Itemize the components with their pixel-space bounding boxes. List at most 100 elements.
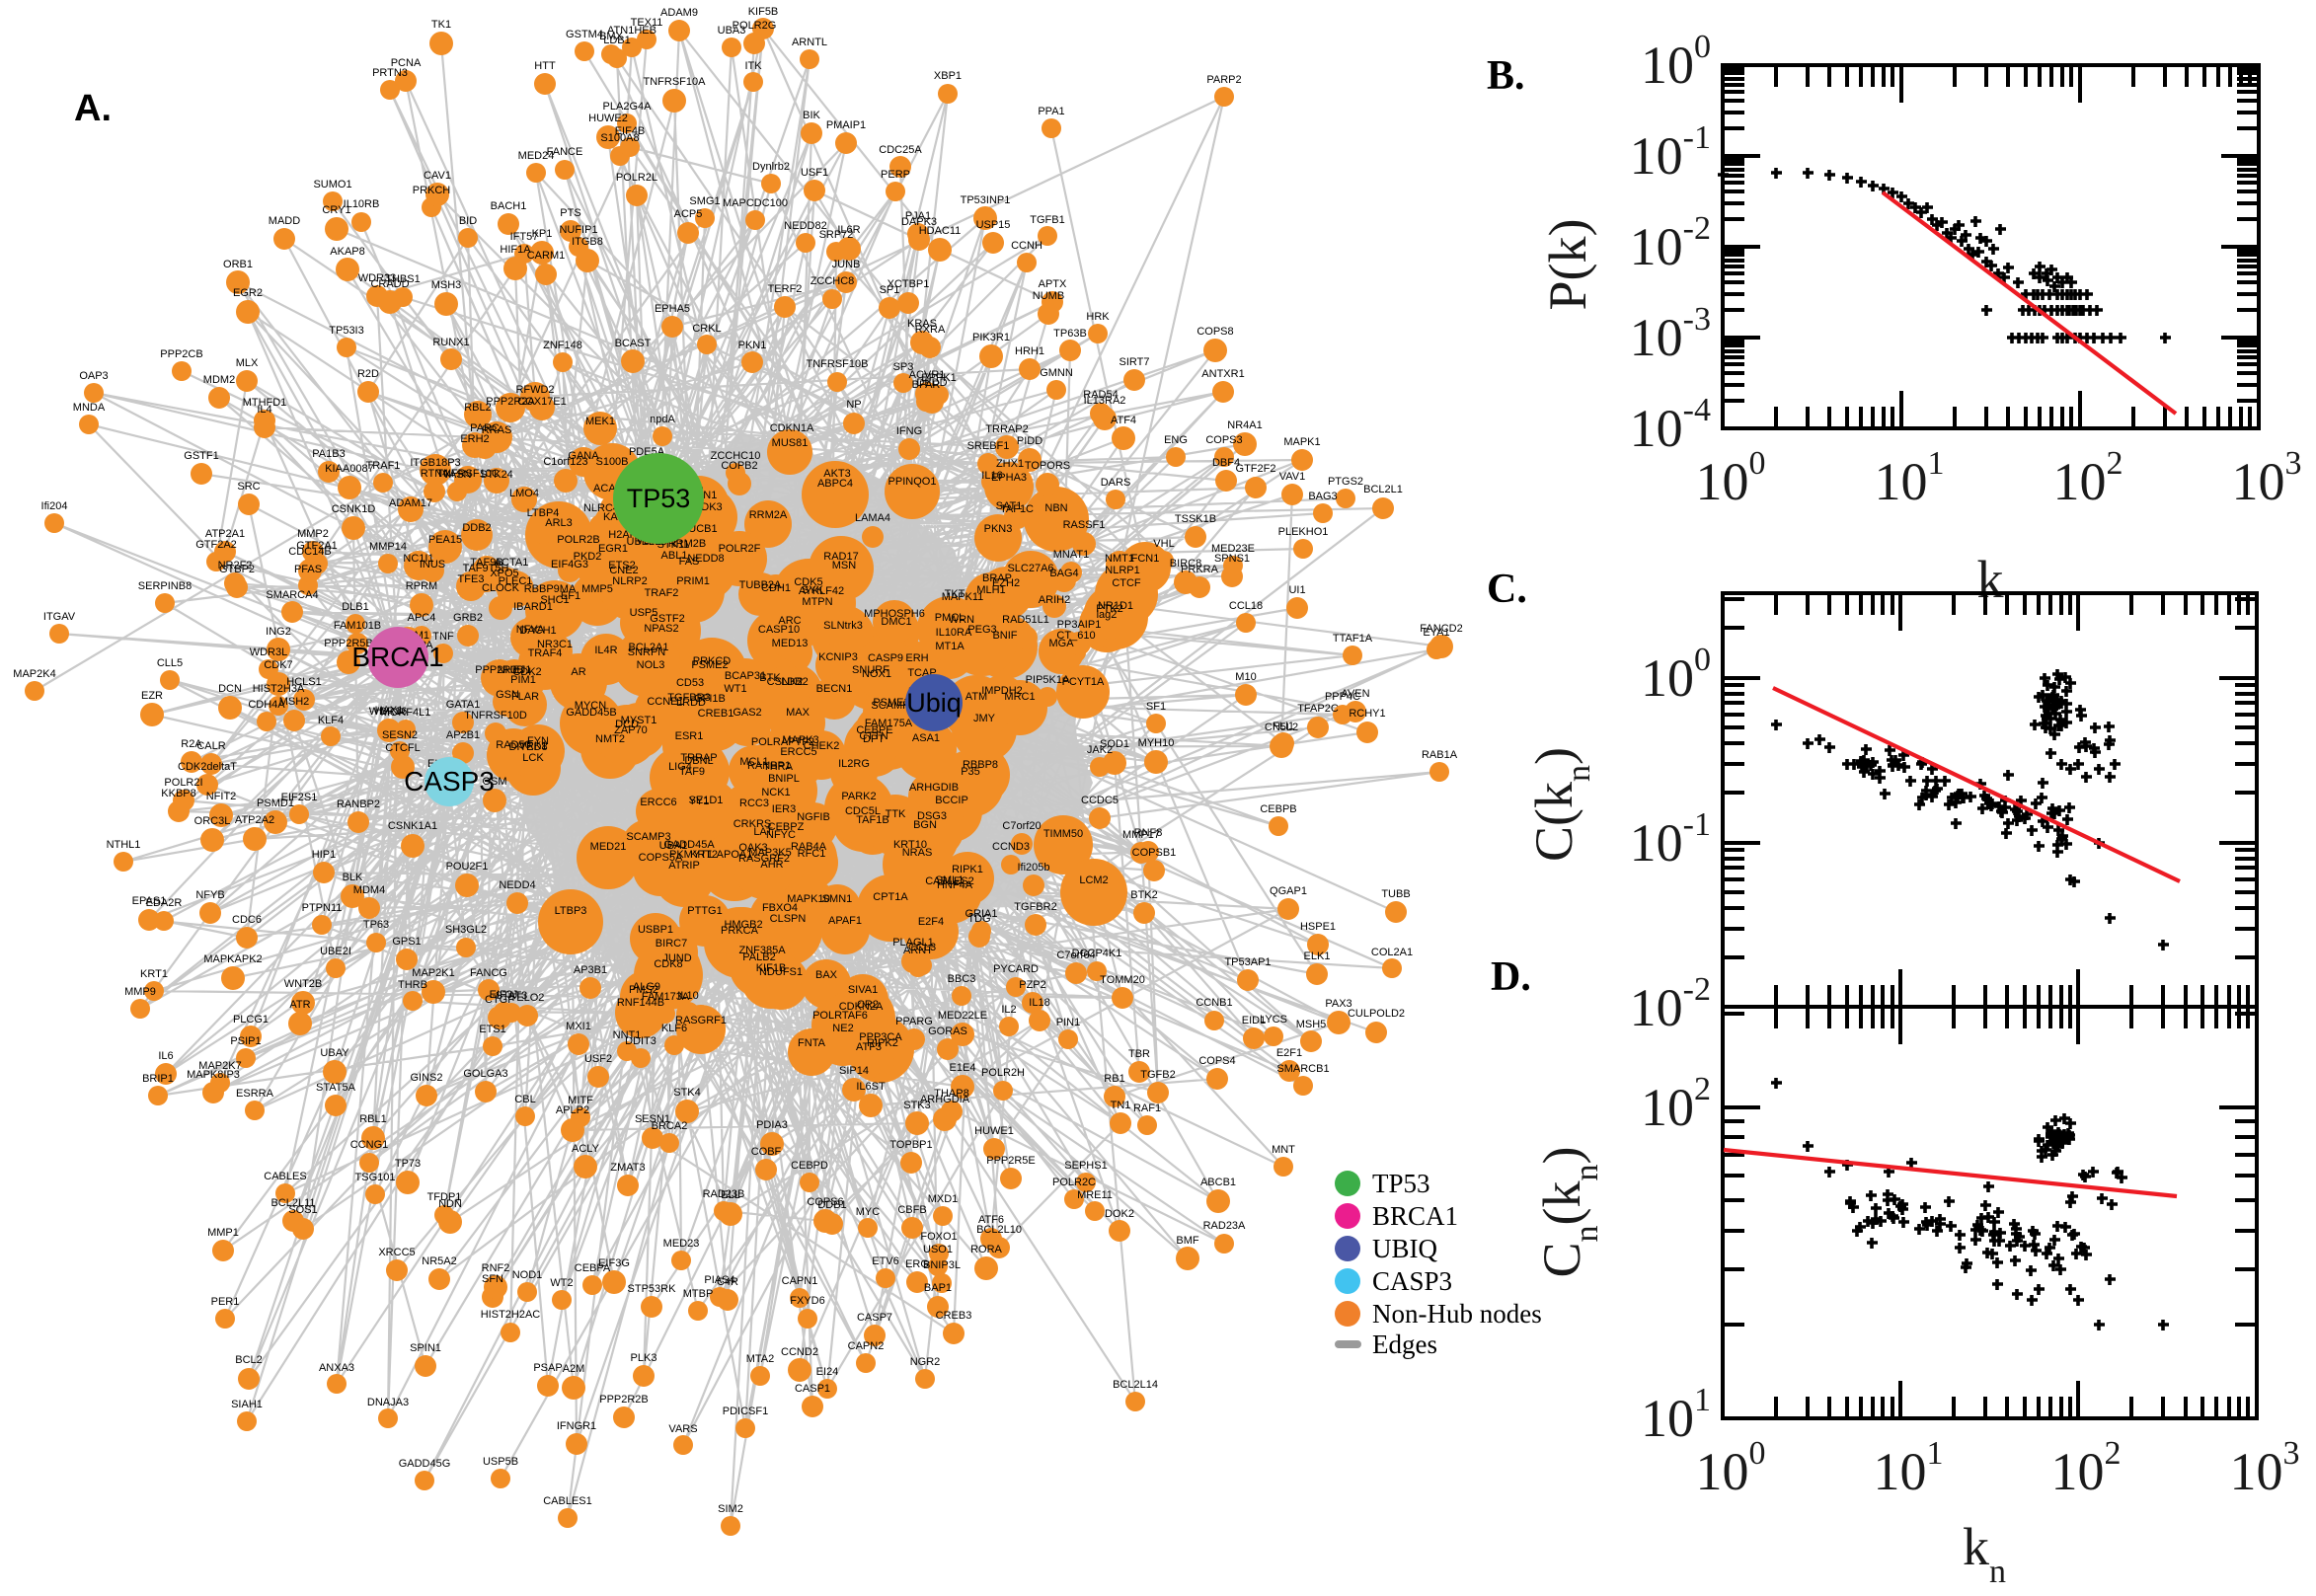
svg-text:ERCC6: ERCC6 <box>640 797 676 808</box>
svg-text:BNIP3L: BNIP3L <box>923 1259 961 1271</box>
svg-text:ZMAT3: ZMAT3 <box>610 1162 645 1174</box>
svg-text:ITGB8: ITGB8 <box>572 236 603 248</box>
svg-text:KCNIP3: KCNIP3 <box>818 651 858 663</box>
svg-text:RNF2: RNF2 <box>482 1262 510 1274</box>
svg-text:TSSK1B: TSSK1B <box>1175 513 1216 525</box>
svg-text:TTAF1A: TTAF1A <box>1333 633 1373 645</box>
svg-text:LDB2: LDB2 <box>781 676 809 688</box>
svg-text:PPA1: PPA1 <box>1038 106 1064 117</box>
svg-text:PSME2: PSME2 <box>691 659 728 671</box>
svg-text:MAPKAPK2: MAPKAPK2 <box>203 953 262 965</box>
svg-text:CDC6: CDC6 <box>232 914 262 926</box>
svg-text:PPINQO1: PPINQO1 <box>888 476 937 488</box>
svg-text:SCAMP1: SCAMP1 <box>871 700 915 712</box>
svg-text:GSTM4: GSTM4 <box>566 29 603 40</box>
svg-text:SREBF1: SREBF1 <box>967 440 1010 452</box>
svg-text:TKT: TKT <box>945 588 965 600</box>
svg-text:ATF6: ATF6 <box>978 1214 1004 1226</box>
svg-text:NFYA: NFYA <box>516 624 545 636</box>
svg-text:MNAT1: MNAT1 <box>1053 549 1089 561</box>
svg-text:NHEJ1: NHEJ1 <box>498 664 532 676</box>
svg-text:RPRM: RPRM <box>406 580 437 592</box>
svg-text:FCN1: FCN1 <box>1131 553 1160 565</box>
svg-text:ZAP70: ZAP70 <box>614 724 648 736</box>
svg-text:BRCA2: BRCA2 <box>652 1120 688 1132</box>
svg-text:MSH5: MSH5 <box>1296 1019 1327 1030</box>
svg-text:PP3AIP1: PP3AIP1 <box>1057 619 1102 631</box>
svg-text:BRAP: BRAP <box>982 572 1012 584</box>
svg-text:HMGB2: HMGB2 <box>724 919 762 931</box>
svg-text:RAD23A: RAD23A <box>1203 1220 1246 1232</box>
svg-text:BCL2L1: BCL2L1 <box>1363 484 1403 495</box>
svg-text:HIF1A: HIF1A <box>500 244 531 256</box>
svg-text:USP5B: USP5B <box>483 1456 518 1468</box>
svg-text:DCN: DCN <box>218 683 242 695</box>
svg-text:S100A8: S100A8 <box>600 132 639 144</box>
svg-text:HTT: HTT <box>534 60 556 72</box>
svg-text:NEDD8: NEDD8 <box>687 553 724 565</box>
svg-text:LCM2: LCM2 <box>1079 874 1108 886</box>
svg-text:DITED8: DITED8 <box>508 741 547 753</box>
svg-text:MLX: MLX <box>236 357 259 369</box>
svg-text:NR3C1: NR3C1 <box>537 639 573 650</box>
svg-text:CREB3: CREB3 <box>936 1310 972 1322</box>
svg-text:LRDD: LRDD <box>676 697 706 709</box>
svg-text:CASP3: CASP3 <box>1372 1266 1452 1296</box>
svg-text:FANCD2: FANCD2 <box>1420 623 1462 635</box>
svg-text:MT1A: MT1A <box>935 641 965 652</box>
svg-text:AP2B1: AP2B1 <box>446 729 480 741</box>
svg-text:SLC27A6: SLC27A6 <box>1007 563 1053 574</box>
svg-text:MTPN: MTPN <box>802 596 832 608</box>
svg-text:CREB1: CREB1 <box>698 708 734 720</box>
svg-text:SERPINB8: SERPINB8 <box>138 580 192 592</box>
svg-text:STAT3: STAT3 <box>496 990 528 1002</box>
svg-text:MGA: MGA <box>1048 638 1074 649</box>
svg-text:COBF: COBF <box>751 1146 782 1158</box>
svg-text:MYH10: MYH10 <box>1138 737 1175 749</box>
svg-text:COPS3: COPS3 <box>1205 434 1242 446</box>
svg-text:PSME3: PSME3 <box>873 697 909 709</box>
svg-text:CSNK1A1: CSNK1A1 <box>388 820 437 832</box>
svg-text:TNFRSF10D: TNFRSF10D <box>464 710 527 722</box>
svg-text:JAK2: JAK2 <box>1087 744 1113 756</box>
svg-text:RXRA: RXRA <box>915 324 946 336</box>
svg-text:AYKLF42: AYKLF42 <box>799 585 844 597</box>
svg-text:BCL2A1: BCL2A1 <box>629 642 669 653</box>
svg-text:TSG101: TSG101 <box>355 1172 396 1183</box>
svg-text:PPP2CB: PPP2CB <box>160 348 202 360</box>
svg-text:PLK3: PLK3 <box>631 1352 657 1364</box>
svg-text:GORAS: GORAS <box>928 1026 967 1037</box>
svg-text:MMP17: MMP17 <box>1122 829 1160 841</box>
svg-text:DBNL: DBNL <box>684 755 713 767</box>
svg-text:EZH2: EZH2 <box>992 577 1020 589</box>
svg-text:USP15: USP15 <box>976 219 1011 231</box>
svg-text:BIRC8: BIRC8 <box>1170 558 1201 570</box>
svg-text:PPARG: PPARG <box>895 1016 933 1027</box>
svg-text:TNFRSF10A: TNFRSF10A <box>644 76 707 88</box>
svg-text:LYCS: LYCS <box>1260 1014 1287 1026</box>
svg-text:TP63: TP63 <box>363 919 389 931</box>
svg-text:Ifi204: Ifi204 <box>41 500 68 512</box>
svg-text:PEG3: PEG3 <box>967 624 996 636</box>
svg-text:SE1D1: SE1D1 <box>689 795 724 806</box>
svg-text:CRADD: CRADD <box>370 278 409 290</box>
svg-text:NEDD82: NEDD82 <box>784 220 826 232</box>
svg-text:PIAS4: PIAS4 <box>704 1274 734 1286</box>
svg-text:MCL1: MCL1 <box>739 756 768 768</box>
svg-text:CD53: CD53 <box>676 677 704 689</box>
svg-text:IL4: IL4 <box>257 404 271 416</box>
svg-text:BAP1: BAP1 <box>924 1282 952 1294</box>
svg-text:IL10: IL10 <box>677 990 698 1002</box>
svg-text:PTTG1: PTTG1 <box>687 905 722 917</box>
svg-text:STK4: STK4 <box>673 1087 701 1099</box>
svg-text:M10: M10 <box>1235 671 1256 683</box>
svg-text:ASA1: ASA1 <box>912 732 940 744</box>
svg-text:BCL2: BCL2 <box>235 1354 263 1366</box>
svg-text:CTTN: CTTN <box>859 730 888 742</box>
svg-text:PTK2: PTK2 <box>1096 603 1123 615</box>
svg-text:PIM1: PIM1 <box>510 674 536 686</box>
svg-text:NOX1: NOX1 <box>862 668 891 680</box>
svg-text:MSH2: MSH2 <box>279 696 310 708</box>
svg-text:RTN4: RTN4 <box>421 468 449 480</box>
svg-text:PCNA: PCNA <box>391 57 422 69</box>
